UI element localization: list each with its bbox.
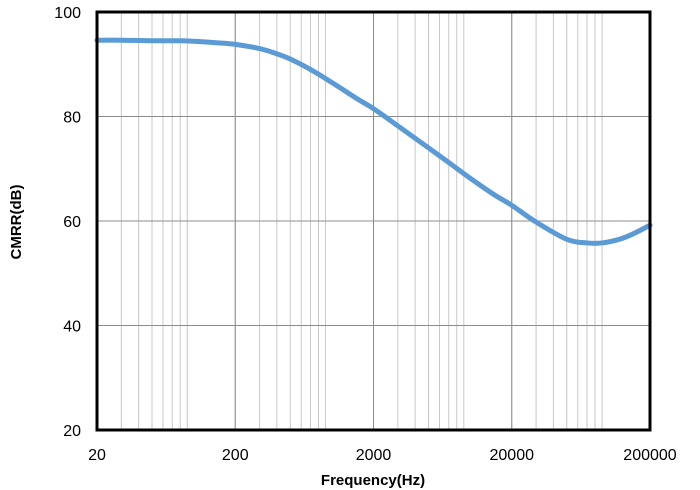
x-tick-label: 200 (222, 447, 249, 464)
y-tick-label: 20 (63, 423, 81, 440)
x-tick-label: 20 (88, 447, 106, 464)
x-tick-label: 20000 (490, 447, 535, 464)
x-tick-label: 2000 (356, 447, 392, 464)
plot-area-frame (95, 10, 652, 432)
major-gridlines (97, 12, 650, 430)
y-tick-label: 100 (54, 5, 81, 22)
y-tick-label: 80 (63, 110, 81, 127)
x-tick-label: 200000 (623, 447, 676, 464)
y-tick-label: 40 (63, 319, 81, 336)
cmrr-series-line (94, 37, 653, 246)
y-axis-tick-labels: 20 40 60 80 100 (54, 5, 81, 440)
y-axis-title: CMRR(dB) (8, 185, 25, 260)
x-axis-title: Frequency(Hz) (321, 472, 425, 489)
y-tick-label: 60 (63, 214, 81, 231)
x-axis-tick-labels: 20 200 2000 20000 200000 (88, 447, 677, 464)
